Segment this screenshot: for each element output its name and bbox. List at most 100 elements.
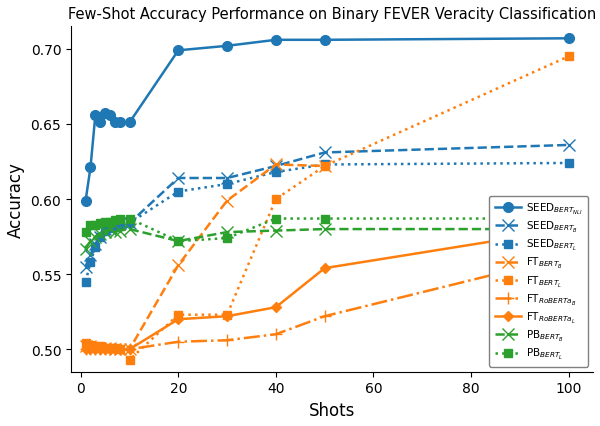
FT$_{BERT_L}$ (106, 345, 113, 351)
PB$_{BERT_L}$ (82, 230, 89, 235)
FT$_{RoBERTa_L}$ (126, 347, 133, 352)
SEED$_{BERT_B}$ (111, 222, 118, 227)
FT$_{RoBERTa_B}$ (106, 347, 113, 352)
SEED$_{BERT_B}$ (224, 176, 231, 181)
FT$_{BERT_B}$ (106, 345, 113, 351)
FT$_{RoBERTa_B}$ (126, 347, 133, 352)
PB$_{BERT_L}$ (116, 216, 124, 222)
Line: PB$_{BERT_L}$: PB$_{BERT_L}$ (82, 215, 573, 246)
Line: SEED$_{BERT_L}$: SEED$_{BERT_L}$ (82, 159, 573, 286)
SEED$_{BERT_{NLI}}$ (224, 44, 231, 49)
FT$_{RoBERTa_B}$ (92, 347, 99, 352)
PB$_{BERT_B}$ (82, 247, 89, 252)
PB$_{BERT_L}$ (565, 216, 572, 222)
FT$_{BERT_B}$ (111, 347, 118, 352)
SEED$_{BERT_{NLI}}$ (565, 37, 572, 42)
FT$_{BERT_L}$ (92, 344, 99, 349)
SEED$_{BERT_{NLI}}$ (111, 121, 118, 126)
FT$_{BERT_L}$ (116, 347, 124, 352)
FT$_{RoBERTa_L}$ (321, 266, 328, 271)
PB$_{BERT_L}$ (106, 219, 113, 225)
FT$_{BERT_L}$ (111, 345, 118, 351)
SEED$_{BERT_B}$ (101, 227, 109, 232)
SEED$_{BERT_L}$ (116, 222, 124, 227)
FT$_{RoBERTa_B}$ (565, 254, 572, 259)
FT$_{BERT_L}$ (97, 344, 104, 349)
FT$_{RoBERTa_B}$ (87, 347, 94, 352)
FT$_{RoBERTa_L}$ (101, 347, 109, 352)
SEED$_{BERT_B}$ (97, 234, 104, 239)
SEED$_{BERT_L}$ (175, 190, 182, 195)
SEED$_{BERT_B}$ (126, 221, 133, 226)
SEED$_{BERT_{NLI}}$ (175, 49, 182, 54)
PB$_{BERT_B}$ (111, 230, 118, 235)
SEED$_{BERT_{NLI}}$ (272, 38, 280, 43)
SEED$_{BERT_L}$ (272, 170, 280, 175)
FT$_{BERT_B}$ (87, 344, 94, 349)
SEED$_{BERT_L}$ (106, 225, 113, 230)
FT$_{BERT_L}$ (126, 357, 133, 363)
FT$_{RoBERTa_L}$ (565, 227, 572, 232)
FT$_{RoBERTa_L}$ (224, 314, 231, 319)
SEED$_{BERT_{NLI}}$ (126, 121, 133, 126)
FT$_{RoBERTa_B}$ (82, 347, 89, 352)
FT$_{RoBERTa_L}$ (111, 347, 118, 352)
PB$_{BERT_B}$ (224, 230, 231, 235)
SEED$_{BERT_L}$ (101, 228, 109, 233)
FT$_{BERT_L}$ (272, 197, 280, 202)
SEED$_{BERT_{NLI}}$ (106, 113, 113, 118)
FT$_{RoBERTa_B}$ (111, 347, 118, 352)
SEED$_{BERT_L}$ (97, 234, 104, 239)
FT$_{RoBERTa_B}$ (321, 314, 328, 319)
FT$_{BERT_B}$ (82, 344, 89, 349)
PB$_{BERT_L}$ (175, 239, 182, 244)
PB$_{BERT_L}$ (111, 218, 118, 223)
SEED$_{BERT_{NLI}}$ (82, 199, 89, 204)
FT$_{RoBERTa_B}$ (116, 347, 124, 352)
SEED$_{BERT_B}$ (87, 253, 94, 258)
PB$_{BERT_B}$ (97, 231, 104, 236)
FT$_{BERT_B}$ (116, 347, 124, 352)
SEED$_{BERT_L}$ (92, 245, 99, 250)
SEED$_{BERT_L}$ (126, 221, 133, 226)
SEED$_{BERT_B}$ (321, 150, 328, 155)
SEED$_{BERT_B}$ (82, 265, 89, 270)
PB$_{BERT_L}$ (321, 216, 328, 222)
PB$_{BERT_L}$ (87, 222, 94, 227)
FT$_{BERT_B}$ (92, 345, 99, 351)
FT$_{BERT_B}$ (175, 263, 182, 268)
SEED$_{BERT_B}$ (116, 221, 124, 226)
Line: SEED$_{BERT_B}$: SEED$_{BERT_B}$ (80, 140, 574, 273)
FT$_{RoBERTa_B}$ (224, 338, 231, 343)
Line: SEED$_{BERT_{NLI}}$: SEED$_{BERT_{NLI}}$ (81, 35, 574, 206)
PB$_{BERT_L}$ (224, 236, 231, 241)
FT$_{BERT_L}$ (101, 345, 109, 351)
PB$_{BERT_L}$ (92, 222, 99, 227)
PB$_{BERT_B}$ (565, 227, 572, 232)
FT$_{RoBERTa_L}$ (116, 347, 124, 352)
FT$_{RoBERTa_B}$ (97, 347, 104, 352)
SEED$_{BERT_B}$ (272, 164, 280, 169)
SEED$_{BERT_B}$ (565, 143, 572, 148)
PB$_{BERT_B}$ (116, 228, 124, 233)
SEED$_{BERT_{NLI}}$ (101, 112, 109, 117)
Line: FT$_{BERT_B}$: FT$_{BERT_B}$ (80, 160, 330, 355)
FT$_{BERT_L}$ (565, 55, 572, 60)
PB$_{BERT_B}$ (87, 239, 94, 244)
SEED$_{BERT_{NLI}}$ (92, 113, 99, 118)
PB$_{BERT_B}$ (272, 228, 280, 233)
FT$_{BERT_B}$ (272, 163, 280, 168)
SEED$_{BERT_B}$ (92, 242, 99, 247)
PB$_{BERT_L}$ (97, 221, 104, 226)
PB$_{BERT_L}$ (101, 219, 109, 225)
FT$_{BERT_L}$ (321, 164, 328, 169)
PB$_{BERT_L}$ (126, 216, 133, 222)
FT$_{RoBERTa_B}$ (175, 340, 182, 345)
SEED$_{BERT_{NLI}}$ (87, 166, 94, 171)
PB$_{BERT_B}$ (175, 239, 182, 244)
SEED$_{BERT_B}$ (175, 176, 182, 181)
Line: FT$_{BERT_L}$: FT$_{BERT_L}$ (82, 53, 573, 364)
SEED$_{BERT_L}$ (321, 163, 328, 168)
Line: FT$_{RoBERTa_L}$: FT$_{RoBERTa_L}$ (82, 226, 572, 353)
SEED$_{BERT_{NLI}}$ (97, 121, 104, 126)
